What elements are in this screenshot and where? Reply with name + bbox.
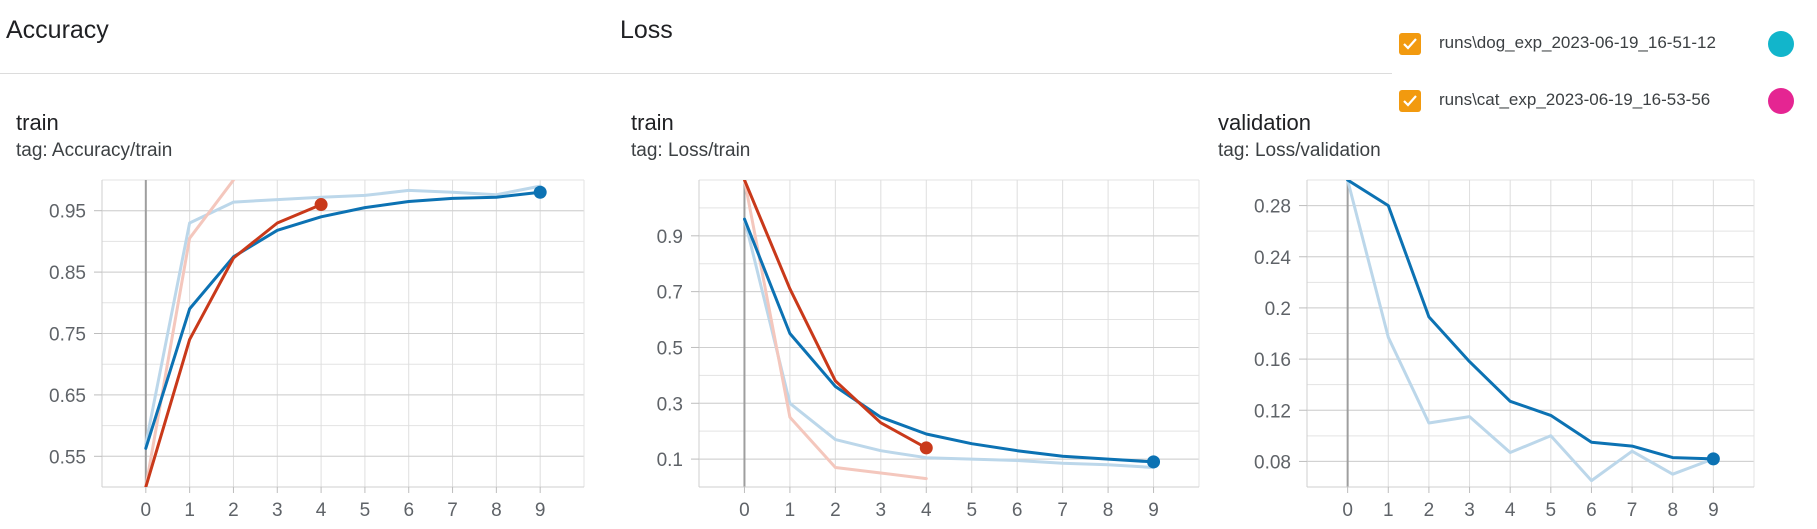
y-tick-label: 0.55 <box>49 447 86 468</box>
series-line <box>1346 180 1715 461</box>
chart-card-loss-validation: validation tag: Loss/validation <box>1218 110 1718 170</box>
chart-tag: tag: Loss/validation <box>1218 140 1381 161</box>
y-tick-label: 0.95 <box>49 202 86 223</box>
series-end-marker <box>1147 455 1161 469</box>
x-tick-label: 0 <box>739 500 750 521</box>
x-tick-label: 7 <box>1627 500 1638 521</box>
section-title-loss: Loss <box>620 16 673 44</box>
run-legend: runs\dog_exp_2023-06-19_16-51-12 runs\ca… <box>1392 0 1817 125</box>
x-tick-label: 5 <box>360 500 371 521</box>
x-tick-label: 6 <box>1586 500 1597 521</box>
x-tick-label: 3 <box>272 500 283 521</box>
y-tick-label: 0.12 <box>1254 401 1291 422</box>
series-end-marker <box>533 185 547 199</box>
y-tick-label: 0.9 <box>657 227 683 248</box>
x-tick-label: 9 <box>1708 500 1719 521</box>
section-title-accuracy: Accuracy <box>6 16 109 44</box>
chart-title: train <box>16 110 59 135</box>
series-group <box>743 180 1155 481</box>
series-line <box>144 180 235 487</box>
x-tick-label: 4 <box>1505 500 1516 521</box>
run-checkbox[interactable] <box>1399 90 1421 112</box>
y-tick-label: 0.3 <box>657 394 683 415</box>
series-line <box>144 190 542 450</box>
series-end-marker <box>314 198 328 212</box>
series-line <box>743 217 1155 469</box>
chart-tag: tag: Accuracy/train <box>16 140 173 161</box>
x-tick-label: 5 <box>1546 500 1557 521</box>
y-tick-label: 0.65 <box>49 386 86 407</box>
x-tick-label: 3 <box>1464 500 1475 521</box>
y-tick-label: 0.75 <box>49 325 86 346</box>
legend-item-dog-run[interactable]: runs\dog_exp_2023-06-19_16-51-12 <box>1392 29 1817 59</box>
x-tick-label: 8 <box>1103 500 1114 521</box>
section-divider <box>0 73 612 74</box>
series-group <box>1346 180 1715 483</box>
check-icon <box>1403 95 1417 107</box>
x-tick-label: 0 <box>141 500 152 521</box>
legend-label: runs\cat_exp_2023-06-19_16-53-56 <box>1439 90 1711 109</box>
series-end-marker <box>919 441 933 455</box>
x-tick-label: 9 <box>535 500 546 521</box>
x-tick-label: 7 <box>447 500 458 521</box>
series-line <box>144 203 323 487</box>
x-tick-label: 8 <box>1667 500 1678 521</box>
x-tick-label: 0 <box>1342 500 1353 521</box>
y-tick-label: 0.28 <box>1254 197 1291 218</box>
grid <box>101 179 585 488</box>
chart-card-loss-train: train tag: Loss/train <box>631 110 1131 170</box>
x-tick-label: 6 <box>1012 500 1023 521</box>
section-divider <box>612 73 1392 74</box>
grid <box>1306 179 1755 488</box>
y-tick-label: 0.7 <box>657 283 683 304</box>
series-line <box>1346 180 1715 483</box>
series-group <box>144 180 542 487</box>
x-tick-label: 2 <box>1424 500 1435 521</box>
grid <box>698 179 1200 488</box>
run-checkbox[interactable] <box>1399 33 1421 55</box>
x-tick-label: 2 <box>228 500 239 521</box>
x-tick-label: 7 <box>1057 500 1068 521</box>
x-tick-label: 6 <box>403 500 414 521</box>
series-line <box>144 184 542 446</box>
color-swatch[interactable] <box>1768 88 1794 114</box>
y-tick-label: 0.16 <box>1254 350 1291 371</box>
x-tick-label: 4 <box>921 500 932 521</box>
series-end-marker <box>1706 452 1720 466</box>
x-tick-label: 3 <box>876 500 887 521</box>
chart-card-accuracy-train: train tag: Accuracy/train <box>16 110 596 170</box>
chart-title: train <box>631 110 674 135</box>
y-tick-label: 0.24 <box>1254 248 1291 269</box>
x-tick-label: 1 <box>1383 500 1394 521</box>
x-tick-label: 1 <box>184 500 195 521</box>
color-swatch[interactable] <box>1768 31 1794 57</box>
y-tick-label: 0.85 <box>49 263 86 284</box>
check-icon <box>1403 38 1417 50</box>
y-tick-label: 0.2 <box>1265 299 1291 320</box>
chart-title: validation <box>1218 110 1311 135</box>
x-tick-label: 2 <box>830 500 841 521</box>
chart-tag: tag: Loss/train <box>631 140 751 161</box>
legend-item-cat-run[interactable]: runs\cat_exp_2023-06-19_16-53-56 <box>1392 86 1817 116</box>
y-tick-label: 0.1 <box>657 450 683 471</box>
y-tick-label: 0.5 <box>657 338 683 359</box>
x-tick-label: 9 <box>1148 500 1159 521</box>
series-line <box>743 180 928 450</box>
x-tick-label: 4 <box>316 500 327 521</box>
y-tick-label: 0.08 <box>1254 452 1291 473</box>
x-tick-label: 1 <box>785 500 796 521</box>
legend-label: runs\dog_exp_2023-06-19_16-51-12 <box>1439 33 1716 52</box>
x-tick-label: 8 <box>491 500 502 521</box>
series-line <box>743 180 928 481</box>
x-tick-label: 5 <box>966 500 977 521</box>
series-line <box>743 217 1155 464</box>
